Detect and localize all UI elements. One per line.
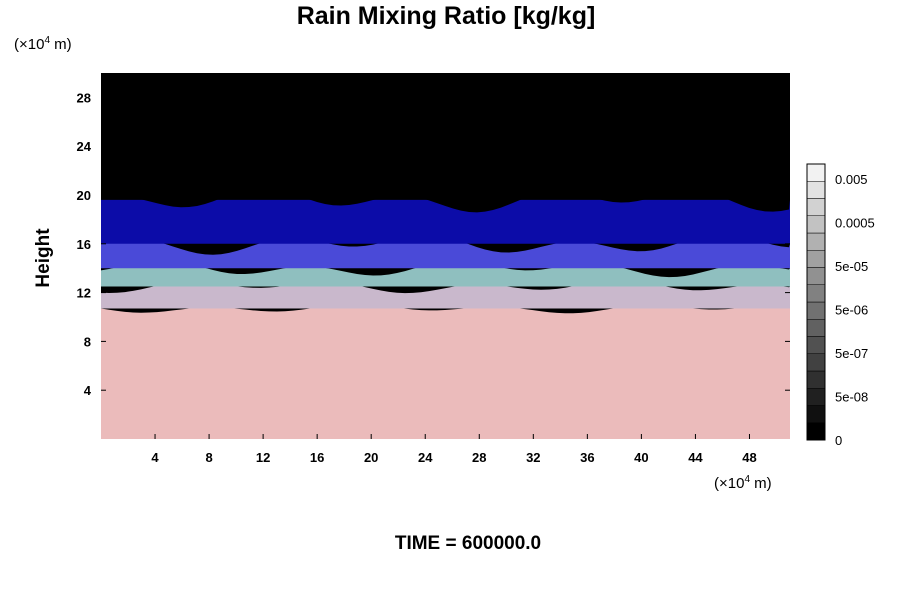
y-tick-label: 24	[77, 139, 92, 154]
colorbar-frame	[806, 163, 826, 441]
colorbar-label: 0.0005	[835, 216, 875, 231]
colorbar-swatch	[806, 267, 826, 285]
colorbar-swatch	[806, 163, 826, 182]
colorbar: 0.005 0.0005 5e-05 5e-06 5e-07 5e-08 0	[806, 163, 875, 448]
y-tick-label: 20	[77, 188, 91, 203]
y-tick-label: 8	[84, 334, 91, 349]
x-tick-label: 32	[526, 450, 540, 465]
y-tick-label: 4	[84, 383, 92, 398]
colorbar-swatch	[806, 388, 826, 406]
colorbar-swatch	[806, 198, 826, 216]
x-tick-label: 40	[634, 450, 648, 465]
time-label: TIME = 600000.0	[395, 533, 541, 554]
x-tick-label: 44	[688, 450, 703, 465]
colorbar-swatch	[806, 232, 826, 251]
heatmap-layer	[101, 314, 790, 439]
colorbar-label: 0	[835, 433, 842, 448]
heatmap-layer	[101, 259, 790, 287]
colorbar-label: 5e-05	[835, 259, 868, 274]
colorbar-swatch	[806, 353, 826, 372]
x-tick-label: 12	[256, 450, 270, 465]
colorbar-label: 5e-06	[835, 303, 868, 318]
colorbar-swatch	[806, 422, 826, 441]
y-tick-label: 12	[77, 286, 91, 301]
x-tick-label: 36	[580, 450, 594, 465]
colorbar-swatch	[806, 250, 826, 268]
x-tick-label: 24	[418, 450, 433, 465]
x-axis-ticks: 4 8 12 16 20 24 28 32 36 40 44 48	[151, 434, 757, 465]
y-tick-label: 16	[77, 237, 91, 252]
colorbar-label: 0.005	[835, 172, 868, 187]
chart-title: Rain Mixing Ratio [kg/kg]	[297, 2, 596, 30]
colorbar-swatch	[806, 215, 826, 234]
y-axis-label: Height	[33, 228, 54, 288]
colorbar-swatch	[806, 336, 826, 354]
colorbar-swatch	[806, 284, 826, 303]
heatmap-layer	[101, 279, 790, 309]
colorbar-label: 5e-07	[835, 346, 868, 361]
plot-area	[101, 73, 790, 439]
x-tick-label: 8	[205, 450, 212, 465]
colorbar-swatch	[806, 181, 826, 199]
colorbar-swatch	[806, 370, 826, 389]
y-axis-ticks: 4 8 12 16 20 24 28	[77, 90, 790, 398]
x-tick-label: 16	[310, 450, 324, 465]
y-unit-label: (×104 m)	[14, 35, 72, 53]
x-unit-label: (×104 m)	[714, 474, 772, 492]
heatmap-layer	[101, 186, 790, 244]
colorbar-swatch	[806, 319, 826, 337]
colorbar-label: 5e-08	[835, 390, 868, 405]
colorbar-swatch	[806, 405, 826, 423]
x-tick-label: 4	[151, 450, 159, 465]
x-tick-label: 28	[472, 450, 486, 465]
y-tick-label: 28	[77, 90, 91, 105]
colorbar-swatch	[806, 301, 826, 320]
x-tick-label: 20	[364, 450, 378, 465]
heatmap-layer	[101, 73, 790, 200]
x-tick-label: 48	[742, 450, 756, 465]
